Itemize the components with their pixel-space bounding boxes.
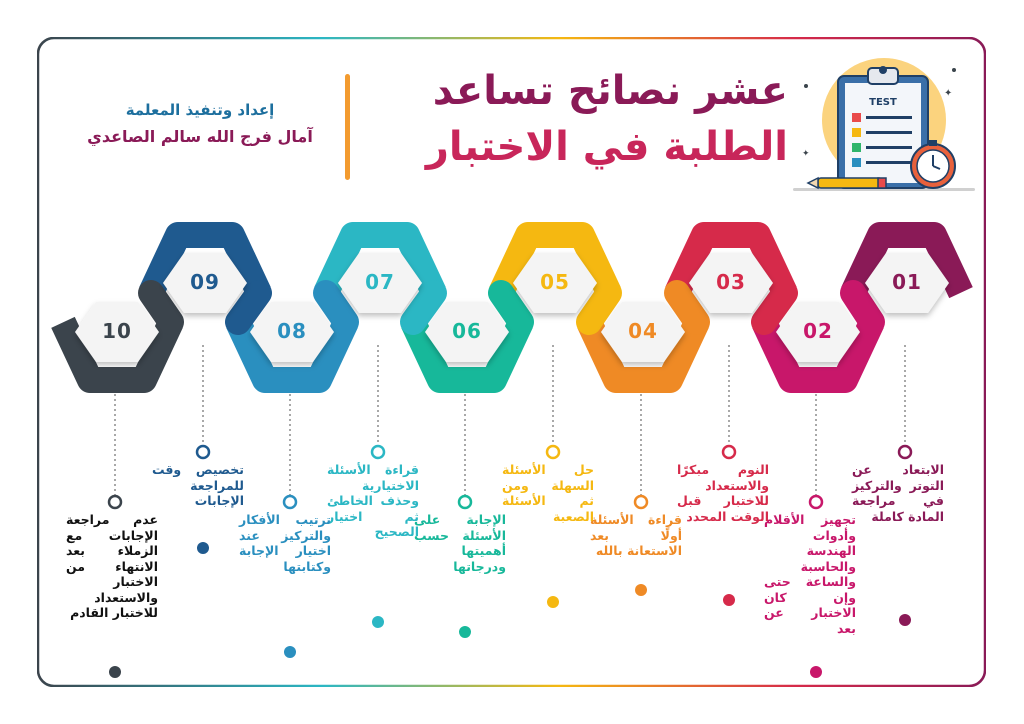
svg-text:✦: ✦	[802, 149, 810, 159]
step-06-marker-open	[457, 494, 473, 510]
step-connector	[576, 280, 622, 335]
step-05-marker-dot	[547, 596, 559, 608]
step-02-marker-dot	[810, 666, 822, 678]
step-04-band	[577, 316, 709, 393]
step-04-number: 04	[628, 319, 658, 343]
step-09-marker-open	[195, 444, 211, 460]
step-08-number: 08	[277, 319, 307, 343]
step-05-number: 05	[540, 270, 570, 294]
step-connector	[313, 280, 359, 335]
step-06-band	[401, 316, 533, 393]
step-08-hexagon	[250, 302, 334, 362]
title-divider	[345, 74, 350, 180]
step-01-number: 01	[892, 270, 922, 294]
step-04-text: قراءة الأسئلة أولًا بعد الاستعانة بالله	[590, 512, 682, 558]
step-connector	[400, 280, 447, 335]
step-03-hexagon	[689, 253, 773, 313]
clipboard-checklist-stopwatch-icon: ✦ ✦ TEST	[793, 58, 975, 191]
step-09-number: 09	[190, 270, 220, 294]
step-08-marker-dot	[284, 646, 296, 658]
step-02-text: تجهيز الأقلام وأدوات الهندسة والحاسبة وا…	[764, 512, 856, 636]
step-07-marker-open	[370, 444, 386, 460]
step-07-band	[314, 222, 446, 299]
step-04-hexagon	[601, 302, 685, 362]
step-07-text: قراءة الأسئلة الاختيارية وحذف الخاطئ ثم …	[327, 462, 419, 539]
step-03-number: 03	[716, 270, 746, 294]
step-03-band	[665, 222, 797, 299]
step-02-number: 02	[803, 319, 833, 343]
step-05-band	[489, 222, 621, 299]
svg-text:✦: ✦	[944, 88, 952, 99]
step-09-band	[139, 222, 271, 299]
step-07-marker-dot	[372, 616, 384, 628]
step-05-marker-open	[545, 444, 561, 460]
illustration-label: TEST	[869, 97, 897, 108]
step-10-marker-open	[107, 494, 123, 510]
step-02-hexagon	[776, 302, 860, 362]
step-09-text: تخصيص وقت للمراجعة الإجابات	[152, 462, 244, 508]
step-09-marker-dot	[197, 542, 209, 554]
step-01-band	[841, 222, 973, 299]
step-connector	[664, 280, 710, 335]
step-08-text: ترتيب الأفكار والتركيز عند اختيار الإجاب…	[239, 512, 331, 574]
step-10-text: عدم مراجعة الإجابات مع الزملاء بعد الانت…	[66, 512, 158, 620]
step-05-text: حل الأسئلة السهلة ومن ثم الأسئلة الصعبة	[502, 462, 594, 524]
step-02-band	[752, 316, 884, 393]
credit-line-2: آمال فرج الله سالم الصاعدي	[87, 127, 313, 146]
step-09-hexagon	[163, 253, 247, 313]
step-08-band	[226, 316, 358, 393]
step-10-hexagon	[75, 302, 159, 362]
step-10-marker-dot	[109, 666, 121, 678]
step-03-marker-dot	[723, 594, 735, 606]
step-07-number: 07	[365, 270, 395, 294]
step-02-marker-open	[808, 494, 824, 510]
step-04-marker-open	[633, 494, 649, 510]
step-07-hexagon	[338, 253, 422, 313]
step-06-marker-dot	[459, 626, 471, 638]
step-01-hexagon	[865, 253, 949, 313]
step-01-text: الابتعاد عن التوتر والتركيز في مراجعة ال…	[852, 462, 944, 524]
title-line-1: عشر نصائح تساعد	[432, 68, 788, 114]
step-connector	[840, 280, 885, 335]
step-connector	[751, 280, 798, 335]
step-connector	[225, 280, 272, 335]
step-01-marker-dot	[899, 614, 911, 626]
step-05-hexagon	[513, 253, 597, 313]
step-06-number: 06	[452, 319, 482, 343]
step-04-marker-dot	[635, 584, 647, 596]
credit-line-1: إعداد وتنفيذ المعلمة	[125, 101, 275, 119]
step-01-marker-open	[897, 444, 913, 460]
step-10-band	[51, 316, 183, 393]
step-03-marker-open	[721, 444, 737, 460]
title-line-2: الطلبة في الاختبار	[425, 124, 788, 170]
step-03-text: النوم مبكرًا والاستعداد للاختبار قبل الو…	[677, 462, 769, 524]
step-06-hexagon	[425, 302, 509, 362]
step-10-number: 10	[102, 319, 132, 343]
step-08-marker-open	[282, 494, 298, 510]
step-connector	[488, 280, 534, 335]
step-connector	[138, 280, 184, 335]
step-06-text: الإجابة على الأسئلة حسب أهميتها ودرجاتها	[414, 512, 506, 574]
